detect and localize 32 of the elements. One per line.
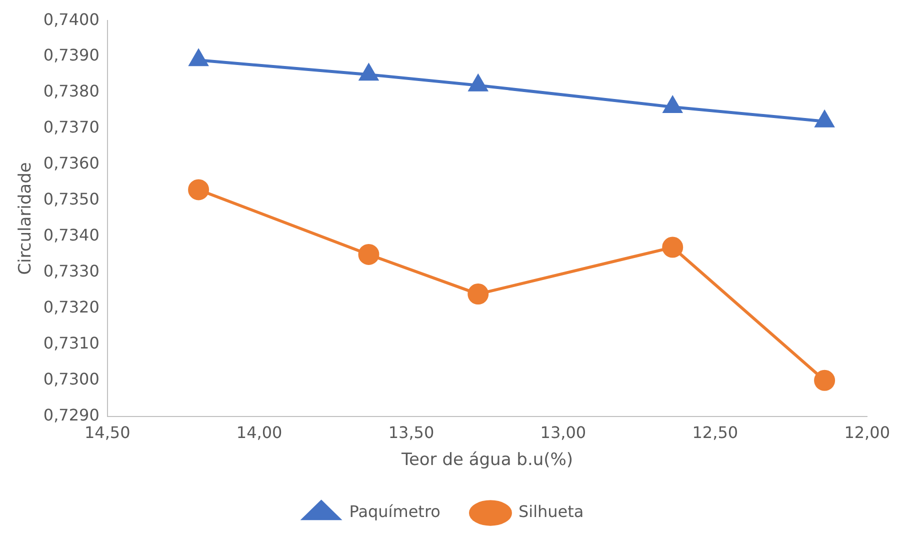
point	[468, 284, 489, 305]
y-tick-label: 0,7290	[43, 406, 100, 425]
y-tick-label: 0,7320	[43, 298, 100, 317]
y-axis-title: Circularidade	[16, 162, 36, 275]
y-tick-label: 0,7370	[43, 118, 100, 137]
point	[815, 110, 834, 128]
y-tick-label: 0,7360	[43, 154, 100, 173]
point	[359, 64, 378, 81]
y-tick-label: 0,7300	[43, 370, 100, 389]
y-tick-label: 0,7330	[43, 262, 100, 281]
x-tick-label: 12,00	[844, 423, 890, 442]
point	[662, 236, 684, 258]
x-tick-label: 14,50	[84, 423, 130, 442]
y-tick-label: 0,7310	[43, 334, 100, 353]
y-tick-label: 0,7390	[43, 46, 100, 65]
point	[189, 50, 208, 66]
point	[663, 96, 682, 113]
legend-label: Paquímetro	[349, 502, 440, 522]
y-tick-label: 0,7340	[43, 226, 100, 245]
y-tick-label: 0,7400	[43, 10, 100, 29]
legend-label: Silhueta	[518, 502, 584, 522]
x-tick-label: 13,50	[388, 423, 434, 442]
point	[468, 74, 488, 92]
point	[358, 244, 380, 265]
x-tick-label: 13,00	[540, 423, 586, 442]
x-tick-label: 14,00	[236, 423, 282, 442]
x-tick-label: 12,50	[692, 423, 738, 442]
x-axis-title: Teor de água b.u(%)	[400, 450, 574, 470]
y-tick-label: 0,7350	[43, 190, 100, 209]
point	[188, 179, 210, 200]
point	[814, 370, 836, 391]
y-tick-label: 0,7380	[43, 82, 100, 101]
